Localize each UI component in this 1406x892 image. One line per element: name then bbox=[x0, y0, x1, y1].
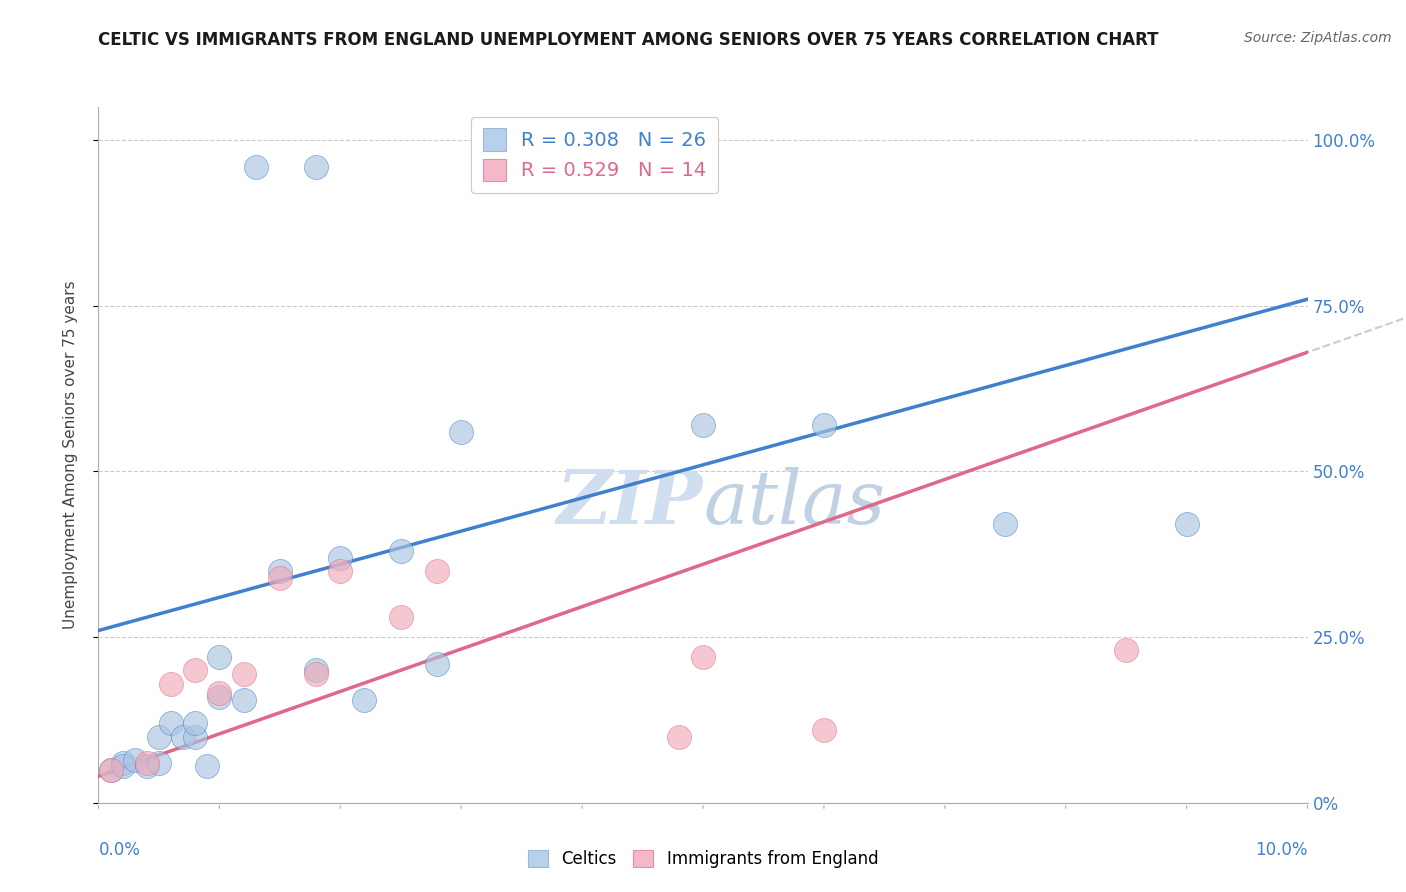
Point bbox=[1175, 517, 1198, 532]
Legend: Celtics, Immigrants from England: Celtics, Immigrants from England bbox=[522, 843, 884, 875]
Point bbox=[184, 663, 207, 677]
Point bbox=[160, 676, 183, 690]
Point bbox=[813, 723, 835, 737]
Text: 0.0%: 0.0% bbox=[98, 841, 141, 859]
Text: ZIP: ZIP bbox=[557, 467, 703, 540]
Point bbox=[329, 564, 352, 578]
Point bbox=[353, 693, 375, 707]
Point bbox=[160, 716, 183, 731]
Point bbox=[172, 730, 194, 744]
Point bbox=[148, 756, 170, 770]
Point bbox=[389, 544, 412, 558]
Point bbox=[100, 763, 122, 777]
Point bbox=[111, 756, 134, 770]
Point bbox=[813, 418, 835, 433]
Text: Source: ZipAtlas.com: Source: ZipAtlas.com bbox=[1244, 31, 1392, 45]
Point bbox=[245, 160, 267, 174]
Point bbox=[305, 666, 328, 681]
Point bbox=[135, 759, 157, 773]
Legend: R = 0.308   N = 26, R = 0.529   N = 14: R = 0.308 N = 26, R = 0.529 N = 14 bbox=[471, 117, 718, 193]
Text: CELTIC VS IMMIGRANTS FROM ENGLAND UNEMPLOYMENT AMONG SENIORS OVER 75 YEARS CORRE: CELTIC VS IMMIGRANTS FROM ENGLAND UNEMPL… bbox=[98, 31, 1159, 49]
Point bbox=[184, 716, 207, 731]
Point bbox=[111, 759, 134, 773]
Point bbox=[135, 756, 157, 770]
Text: 10.0%: 10.0% bbox=[1256, 841, 1308, 859]
Point bbox=[148, 730, 170, 744]
Point bbox=[389, 610, 412, 624]
Point bbox=[668, 730, 690, 744]
Point bbox=[232, 666, 254, 681]
Point bbox=[184, 730, 207, 744]
Point bbox=[269, 570, 291, 584]
Point bbox=[305, 663, 328, 677]
Point bbox=[232, 693, 254, 707]
Point bbox=[426, 564, 449, 578]
Point bbox=[195, 759, 218, 773]
Point bbox=[269, 564, 291, 578]
Text: atlas: atlas bbox=[703, 467, 886, 540]
Point bbox=[450, 425, 472, 439]
Point bbox=[692, 650, 714, 665]
Y-axis label: Unemployment Among Seniors over 75 years: Unemployment Among Seniors over 75 years bbox=[63, 281, 77, 629]
Point bbox=[208, 690, 231, 704]
Point bbox=[305, 160, 328, 174]
Point bbox=[329, 550, 352, 565]
Point bbox=[208, 650, 231, 665]
Point bbox=[100, 763, 122, 777]
Point bbox=[692, 418, 714, 433]
Point bbox=[994, 517, 1017, 532]
Point bbox=[426, 657, 449, 671]
Point bbox=[208, 686, 231, 700]
Point bbox=[124, 753, 146, 767]
Point bbox=[1115, 643, 1137, 657]
